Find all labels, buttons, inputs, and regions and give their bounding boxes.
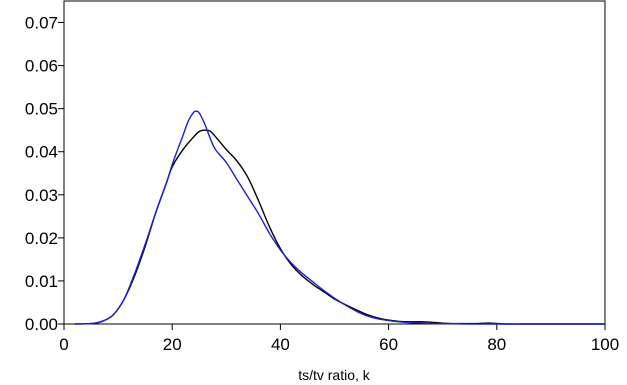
y-tick-label: 0.01 xyxy=(25,272,58,291)
x-axis: 0 20 40 60 80 100 xyxy=(59,324,619,354)
series-line-2 xyxy=(74,110,605,325)
y-tick-label: 0.05 xyxy=(25,100,58,119)
x-tick-label: 60 xyxy=(379,335,398,354)
y-tick-label: 0.06 xyxy=(25,57,58,76)
y-tick-label: 0.04 xyxy=(25,143,58,162)
series-line-1 xyxy=(74,129,605,325)
x-tick-label: 80 xyxy=(487,335,506,354)
x-tick-label: 20 xyxy=(163,335,182,354)
x-tick-label: 100 xyxy=(591,335,619,354)
x-tick-label: 40 xyxy=(271,335,290,354)
y-axis: 0.00 0.01 0.02 0.03 0.04 0.05 0.06 0.07 xyxy=(25,14,64,334)
plot-frame xyxy=(63,0,606,325)
y-tick-label: 0.02 xyxy=(25,229,58,248)
x-tick-label: 0 xyxy=(59,335,68,354)
y-tick-label: 0.03 xyxy=(25,186,58,205)
x-axis-title: ts/tv ratio, k xyxy=(298,367,371,383)
plot-lines xyxy=(74,110,605,325)
y-tick-label: 0.07 xyxy=(25,14,58,33)
y-tick-label: 0.00 xyxy=(25,315,58,334)
